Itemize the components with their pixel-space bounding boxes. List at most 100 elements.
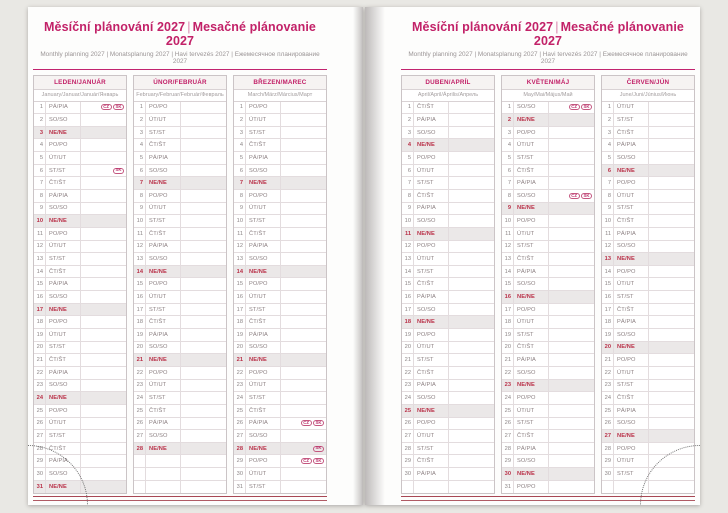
weekday-label: PÁ/PIA bbox=[414, 379, 449, 392]
notes-cell bbox=[549, 177, 594, 189]
weekday-label: ÚT/UT bbox=[414, 253, 449, 265]
notes-cell bbox=[549, 228, 594, 240]
footer-rule bbox=[401, 496, 695, 501]
weekday-label: PÁ/PIA bbox=[46, 189, 81, 202]
day-row: 27 NE/NE bbox=[602, 430, 694, 443]
day-number: 2 bbox=[134, 114, 146, 126]
notes-cell bbox=[281, 367, 326, 379]
day-row: 27 ÚT/UT bbox=[402, 430, 494, 443]
day-row: 6 ST/ST SK bbox=[34, 164, 126, 178]
notes-cell bbox=[81, 329, 126, 341]
day-number: 13 bbox=[34, 253, 46, 265]
day-number: 31 bbox=[234, 480, 246, 494]
notes-cell bbox=[181, 430, 226, 442]
weekday-label: ST/ST bbox=[414, 265, 449, 278]
notes-cell bbox=[81, 190, 126, 202]
notes-cell bbox=[81, 316, 126, 328]
day-row: 15 PO/PO bbox=[234, 278, 326, 292]
weekday-label: ČT/ŠT bbox=[614, 392, 649, 404]
notes-cell bbox=[81, 342, 126, 354]
notes-cell bbox=[549, 468, 594, 480]
day-number: 10 bbox=[234, 215, 246, 227]
notes-cell bbox=[181, 190, 226, 202]
day-row: 1 PO/PO bbox=[234, 101, 326, 115]
blank-weekday-cell bbox=[146, 455, 181, 468]
day-number: 1 bbox=[602, 101, 614, 114]
weekday-label: ČT/ŠT bbox=[246, 316, 281, 329]
notes-cell bbox=[181, 215, 226, 227]
day-number: 16 bbox=[134, 291, 146, 303]
day-row: 11 ÚT/UT bbox=[502, 227, 594, 241]
notes-cell bbox=[549, 215, 594, 227]
day-number: 13 bbox=[502, 253, 514, 265]
notes-cell bbox=[449, 266, 494, 278]
day-row: 27 ČT/ŠT bbox=[502, 430, 594, 443]
day-number: 18 bbox=[502, 316, 514, 329]
day-number: 22 bbox=[402, 366, 414, 379]
weekday-label: PÁ/PIA bbox=[514, 177, 549, 189]
day-number: 9 bbox=[402, 202, 414, 215]
notes-cell: CZ SK bbox=[281, 455, 326, 467]
notes-cell bbox=[549, 392, 594, 404]
notes-cell bbox=[281, 329, 326, 341]
day-number: 19 bbox=[602, 329, 614, 341]
day-row: 27 SO/SO bbox=[234, 430, 326, 443]
notes-cell bbox=[649, 405, 694, 417]
notes-cell bbox=[449, 304, 494, 316]
weekday-label: ÚT/UT bbox=[146, 379, 181, 392]
day-number: 15 bbox=[34, 278, 46, 291]
day-number: 3 bbox=[134, 126, 146, 139]
notes-cell bbox=[81, 443, 126, 455]
header-rule bbox=[401, 68, 695, 70]
weekday-label: NE/NE bbox=[246, 265, 281, 278]
day-row: 24 PO/PO bbox=[502, 392, 594, 405]
day-number: 11 bbox=[502, 227, 514, 240]
weekday-label: PÁ/PIA bbox=[146, 329, 181, 341]
day-row: 18 ÚT/UT bbox=[502, 316, 594, 330]
day-row: 21 PÁ/PIA bbox=[502, 354, 594, 367]
day-number: 27 bbox=[602, 430, 614, 442]
weekday-label: SO/SO bbox=[514, 366, 549, 379]
day-row: 28 NE/NE SK bbox=[234, 442, 326, 456]
day-row: 17 ST/ST bbox=[134, 303, 226, 317]
notes-cell bbox=[81, 215, 126, 227]
holiday-badge-cz: CZ bbox=[100, 104, 112, 111]
holiday-badge-cz: CZ bbox=[568, 192, 580, 199]
title-divider: | bbox=[187, 20, 191, 34]
day-row: 22 PO/PO bbox=[134, 366, 226, 380]
day-row: 2 ÚT/UT bbox=[234, 114, 326, 127]
notes-cell bbox=[81, 278, 126, 290]
day-number: 24 bbox=[134, 392, 146, 404]
notes-cell bbox=[449, 114, 494, 126]
month-title: ČERVEN/JÚN bbox=[602, 75, 694, 90]
weekday-label: PO/PO bbox=[414, 152, 449, 164]
day-number: 7 bbox=[34, 177, 46, 189]
notes-cell bbox=[649, 127, 694, 139]
weekday-label: NE/NE bbox=[614, 341, 649, 354]
notes-cell bbox=[281, 316, 326, 328]
notes-cell bbox=[281, 405, 326, 417]
day-number: 21 bbox=[602, 354, 614, 366]
day-row: 23 ST/ST bbox=[602, 379, 694, 393]
weekday-label: PÁ/PIA bbox=[514, 265, 549, 278]
weekday-label: PÁ/PIA bbox=[246, 240, 281, 253]
notes-cell bbox=[449, 443, 494, 455]
holiday-badge-sk: SK bbox=[313, 458, 324, 465]
day-number: 2 bbox=[402, 114, 414, 126]
day-number: 21 bbox=[402, 354, 414, 366]
month-column-may: KVĚTEN/MÁJ May/Mai/Május/Май 1 SO/SO CZ SK 2 NE… bbox=[501, 74, 595, 495]
weekday-label: PÁ/PIA bbox=[46, 366, 81, 379]
day-number: 24 bbox=[502, 392, 514, 404]
day-number: 10 bbox=[602, 215, 614, 227]
weekday-label: ÚT/UT bbox=[614, 455, 649, 468]
notes-cell bbox=[549, 367, 594, 379]
day-number: 4 bbox=[502, 139, 514, 152]
day-row: 16 ST/ST bbox=[602, 291, 694, 304]
day-number: 7 bbox=[234, 177, 246, 189]
day-number: 12 bbox=[34, 240, 46, 253]
weekday-label: ČT/ŠT bbox=[414, 189, 449, 202]
notes-cell bbox=[281, 228, 326, 240]
notes-cell bbox=[649, 215, 694, 227]
day-number: 5 bbox=[402, 152, 414, 164]
weekday-label: NE/NE bbox=[514, 291, 549, 303]
